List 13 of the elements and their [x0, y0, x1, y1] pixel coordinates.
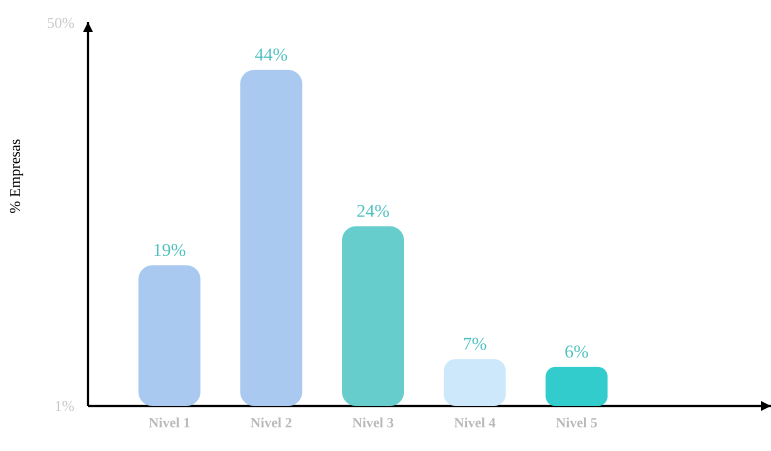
x-tick-label: Nivel 4 [454, 418, 496, 428]
x-tick-label: Nivel 2 [250, 418, 292, 428]
y-tick-label: 50% [48, 18, 74, 28]
x-tick-label: Nivel 5 [556, 418, 597, 428]
y-axis-title: % Empresas [10, 139, 24, 213]
data-label: 7% [464, 338, 486, 350]
data-label: 19% [154, 244, 186, 256]
y-tick-label: 1% [56, 400, 74, 412]
data-label: 44% [255, 48, 288, 61]
x-tick-label: Nivel 1 [148, 418, 190, 428]
data-label: 6% [565, 346, 588, 358]
x-tick-label: Nivel 3 [352, 418, 394, 428]
data-label: 24% [357, 204, 389, 218]
